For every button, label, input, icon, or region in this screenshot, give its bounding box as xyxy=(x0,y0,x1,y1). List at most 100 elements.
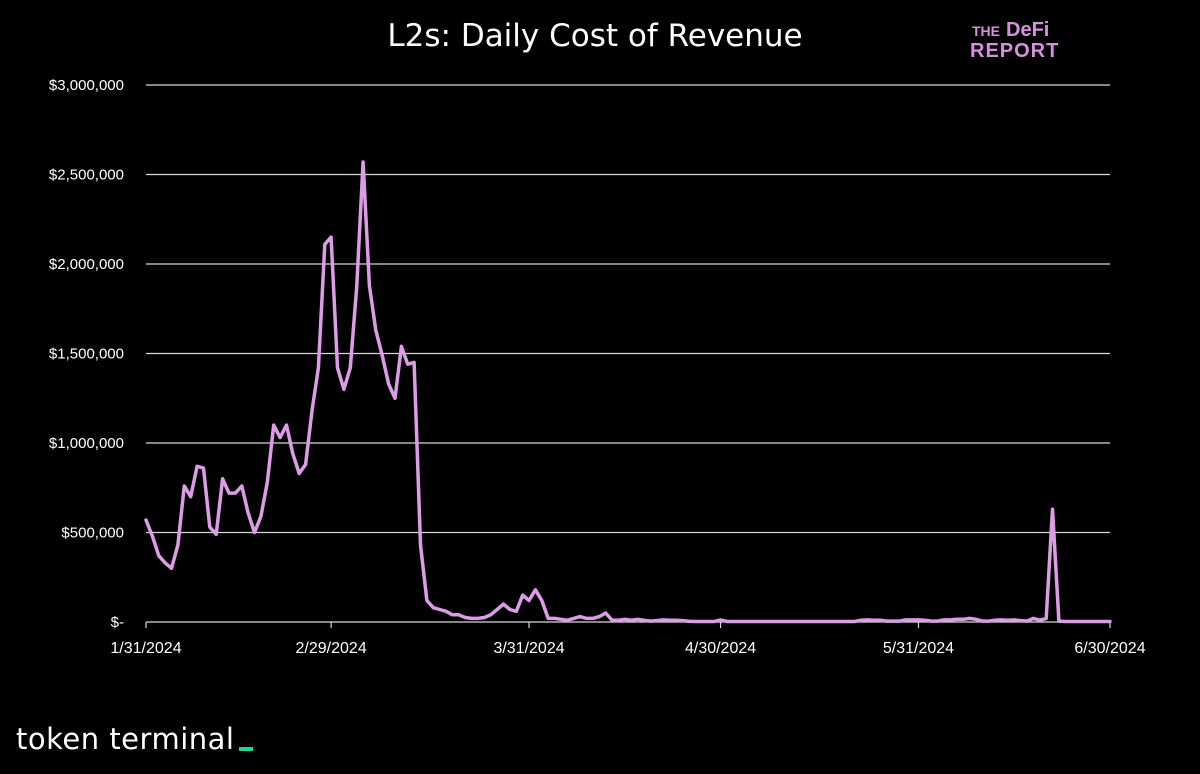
data-point xyxy=(470,617,473,620)
data-point xyxy=(355,286,358,289)
data-point xyxy=(630,619,632,621)
y-tick-label: $1,000,000 xyxy=(49,435,124,452)
data-point xyxy=(196,465,198,468)
data-point xyxy=(726,620,728,623)
data-point xyxy=(707,620,709,623)
data-point xyxy=(234,492,237,494)
data-point xyxy=(247,512,249,514)
data-point xyxy=(445,610,447,613)
logo-text-the: THE xyxy=(972,23,1000,39)
data-point xyxy=(655,619,658,622)
y-tick-label: $- xyxy=(111,614,124,631)
data-point xyxy=(387,383,390,385)
data-point xyxy=(719,619,722,621)
data-point xyxy=(547,617,549,620)
data-point xyxy=(828,620,830,623)
data-point xyxy=(241,485,243,487)
footer-brand-text: token terminal xyxy=(16,722,235,756)
data-point xyxy=(202,467,205,469)
series-group xyxy=(144,160,1112,624)
data-point xyxy=(336,367,339,369)
data-point xyxy=(458,614,460,616)
data-point xyxy=(847,620,850,623)
data-point xyxy=(189,495,192,498)
data-point xyxy=(419,544,422,546)
data-point xyxy=(758,620,760,623)
data-point xyxy=(1109,620,1111,623)
data-point xyxy=(636,618,639,621)
data-point xyxy=(604,612,607,614)
data-point xyxy=(1013,619,1015,621)
x-tick-label: 2/29/2024 xyxy=(296,640,367,657)
data-point xyxy=(1102,620,1105,623)
logo-text-report: REPORT xyxy=(970,40,1059,62)
data-point xyxy=(1070,620,1073,623)
y-tick-label: $2,000,000 xyxy=(49,256,124,273)
y-tick-label: $1,500,000 xyxy=(49,346,124,363)
y-axis-ticks: $- $500,000 $1,000,000 $1,500,000 $2,000,000… xyxy=(49,77,124,631)
data-point xyxy=(324,243,326,246)
data-point xyxy=(981,620,984,622)
data-point xyxy=(617,619,620,621)
data-point xyxy=(521,594,524,596)
data-point xyxy=(802,620,805,623)
data-point xyxy=(426,599,428,602)
data-point xyxy=(790,620,792,623)
data-point xyxy=(1032,617,1035,620)
data-point xyxy=(892,620,894,622)
data-point xyxy=(349,367,352,369)
data-point xyxy=(796,620,798,623)
data-point xyxy=(841,620,843,623)
data-point xyxy=(164,562,166,564)
x-tick-label: 4/30/2024 xyxy=(685,640,756,657)
data-point xyxy=(483,616,486,619)
data-point xyxy=(221,478,224,480)
x-axis-ticks: 1/31/2024 2/29/2024 3/31/2024 4/30/2024 5/31… xyxy=(110,622,1146,657)
data-point xyxy=(317,367,320,369)
data-point xyxy=(860,619,862,621)
data-point xyxy=(1045,617,1047,620)
data-point xyxy=(400,345,403,348)
data-point xyxy=(375,329,377,332)
data-point xyxy=(598,615,601,618)
data-point xyxy=(662,619,664,621)
data-point xyxy=(285,424,288,426)
series-line-0 xyxy=(144,160,1112,624)
data-point xyxy=(158,555,160,557)
data-point xyxy=(1019,619,1022,622)
chart-title: L2s: Daily Cost of Revenue xyxy=(387,18,802,54)
data-point xyxy=(1083,620,1086,623)
y-tick-label: $3,000,000 xyxy=(49,77,124,94)
x-tick-label: 5/31/2024 xyxy=(883,640,954,657)
logo: THE DeFi REPORT xyxy=(970,19,1059,62)
data-point xyxy=(611,619,613,621)
data-point xyxy=(298,472,301,475)
data-point xyxy=(668,619,671,621)
data-point xyxy=(687,620,690,623)
data-point xyxy=(1064,620,1067,623)
data-point xyxy=(1026,620,1028,622)
data-point xyxy=(438,608,441,611)
data-point xyxy=(777,620,779,623)
data-point xyxy=(866,619,869,621)
data-point xyxy=(579,615,581,618)
x-tick-label: 1/31/2024 xyxy=(110,640,181,657)
data-point xyxy=(987,620,990,622)
data-point xyxy=(936,620,939,622)
data-point xyxy=(1007,619,1009,621)
data-point xyxy=(924,619,926,621)
data-point xyxy=(515,610,518,613)
data-point xyxy=(821,620,824,623)
data-point xyxy=(783,620,786,623)
data-point xyxy=(541,599,543,602)
x-tick-label: 6/30/2024 xyxy=(1074,640,1145,657)
data-point xyxy=(815,620,818,623)
data-point xyxy=(381,354,384,357)
data-point xyxy=(496,608,498,611)
data-point xyxy=(279,436,281,439)
data-point xyxy=(1090,620,1092,623)
data-point xyxy=(885,620,888,622)
data-point xyxy=(700,620,703,623)
footer-brand: token terminal xyxy=(16,722,254,756)
data-point xyxy=(592,617,594,620)
